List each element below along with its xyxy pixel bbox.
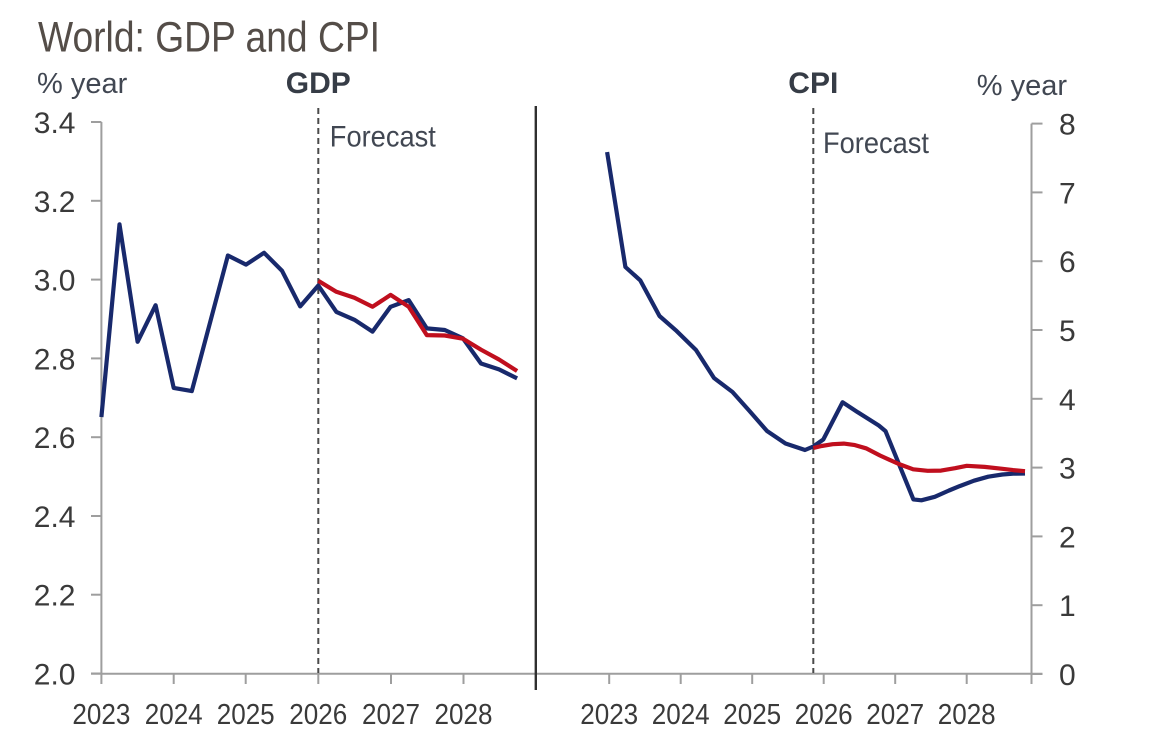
svg-text:CPI: CPI	[788, 67, 838, 100]
svg-text:2027: 2027	[362, 699, 420, 730]
svg-text:2023: 2023	[72, 699, 130, 730]
svg-text:2028: 2028	[938, 699, 996, 730]
svg-text:2025: 2025	[217, 699, 275, 730]
svg-text:2: 2	[1059, 521, 1076, 554]
svg-text:5: 5	[1059, 315, 1076, 348]
svg-text:2026: 2026	[289, 699, 347, 730]
svg-text:3: 3	[1059, 453, 1076, 486]
svg-text:Forecast: Forecast	[330, 121, 437, 154]
svg-text:2025: 2025	[723, 699, 781, 730]
svg-text:3.4: 3.4	[34, 107, 76, 140]
svg-text:8: 8	[1059, 109, 1076, 142]
svg-text:2.2: 2.2	[34, 580, 76, 613]
svg-text:Forecast: Forecast	[823, 127, 930, 160]
svg-text:2026: 2026	[795, 699, 853, 730]
svg-text:2027: 2027	[866, 699, 924, 730]
svg-text:GDP: GDP	[286, 67, 351, 100]
svg-text:World: GDP and CPI: World: GDP and CPI	[38, 14, 380, 62]
svg-text:1: 1	[1059, 590, 1076, 623]
svg-text:3.0: 3.0	[34, 265, 76, 298]
svg-text:7: 7	[1059, 177, 1076, 210]
svg-text:% year: % year	[37, 68, 128, 100]
svg-text:3.2: 3.2	[34, 186, 76, 219]
svg-text:2028: 2028	[435, 699, 493, 730]
svg-text:2.6: 2.6	[34, 422, 76, 455]
svg-text:2.0: 2.0	[34, 659, 76, 692]
svg-text:% year: % year	[977, 70, 1068, 102]
svg-text:6: 6	[1059, 246, 1076, 279]
svg-text:0: 0	[1059, 659, 1076, 692]
svg-text:2023: 2023	[580, 699, 638, 730]
svg-text:2.8: 2.8	[34, 343, 76, 376]
svg-text:2024: 2024	[145, 699, 203, 730]
svg-text:2.4: 2.4	[34, 501, 76, 534]
svg-text:4: 4	[1059, 384, 1076, 417]
svg-text:2024: 2024	[652, 699, 710, 730]
